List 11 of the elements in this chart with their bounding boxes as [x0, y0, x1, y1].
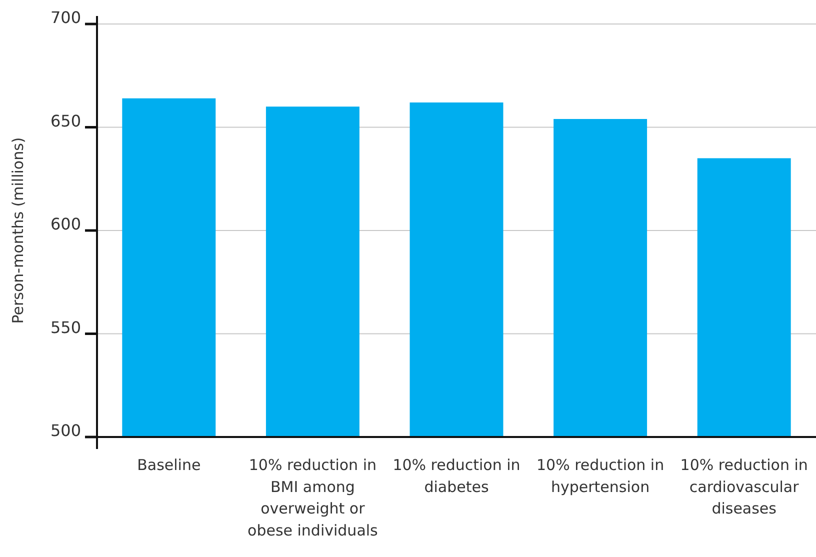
y-tick-label: 650 [50, 111, 81, 130]
y-tick-label: 550 [50, 318, 81, 337]
y-tick-label: 700 [50, 8, 81, 28]
x-tick-label: 10% reduction in hypertension [536, 456, 664, 496]
x-tick-label: 10% reduction in cardiovascular diseases [680, 456, 808, 518]
y-tick-label: 600 [50, 214, 81, 234]
x-tick-label: 10% reduction in diabetes [392, 456, 520, 496]
y-axis-title: Person-months (millions) [9, 137, 27, 324]
y-tick-label: 500 [50, 421, 81, 440]
x-tick-label: Baseline [137, 456, 201, 474]
x-tick-label: 10% reduction in BMI among overweight or obese individuals [248, 456, 378, 540]
